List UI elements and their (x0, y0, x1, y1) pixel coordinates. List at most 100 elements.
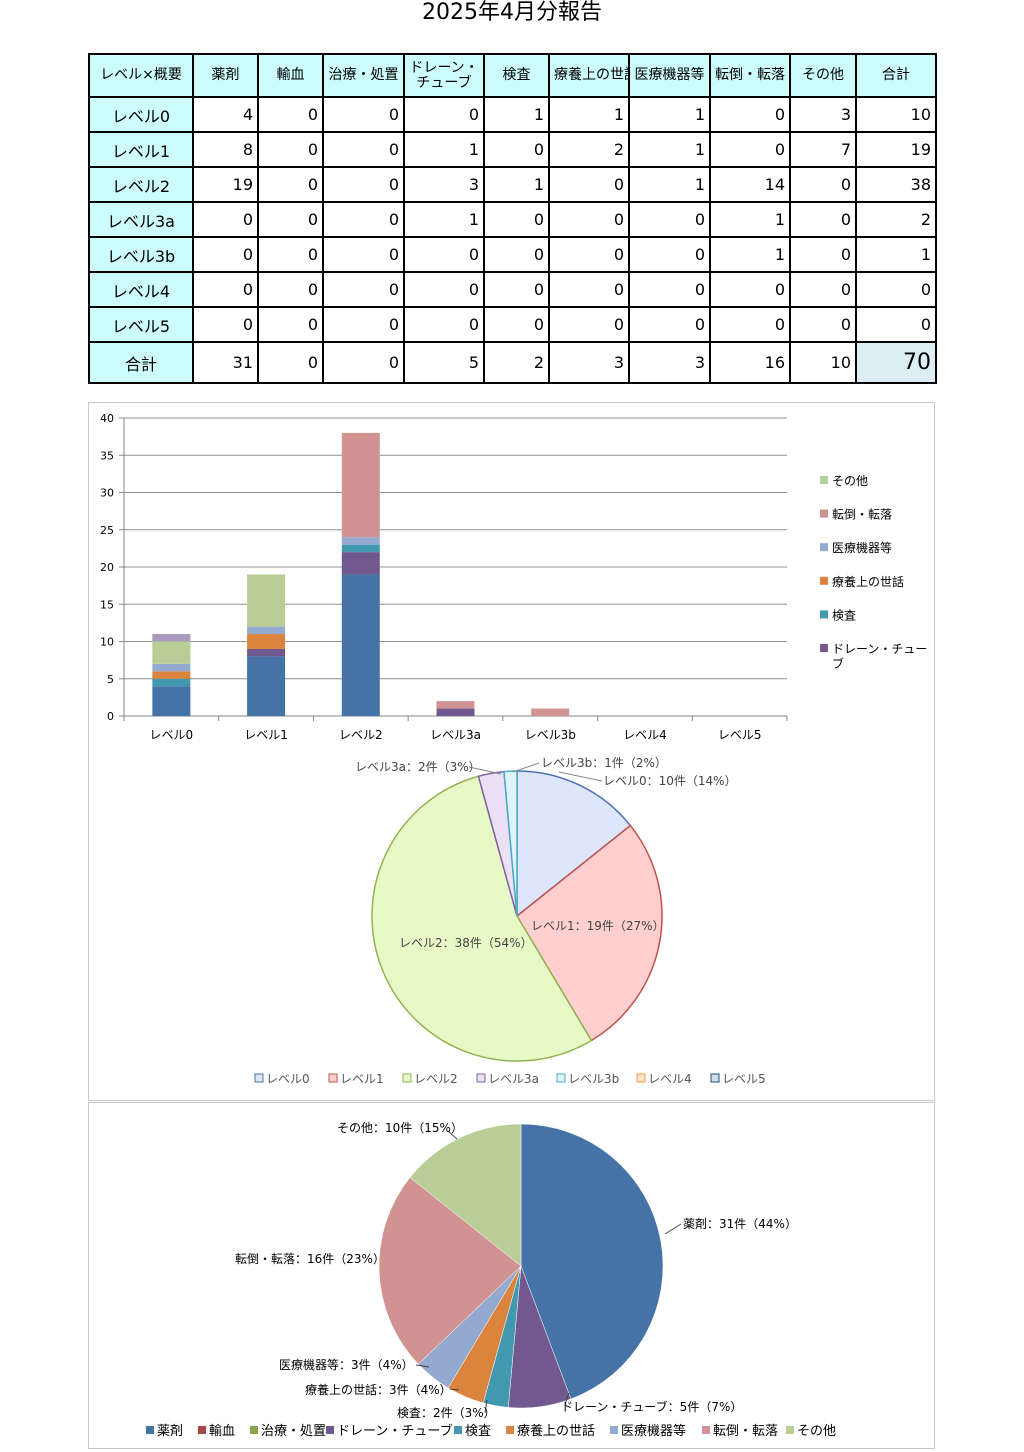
report-title: 2025年4月分報告 (422, 0, 602, 25)
table-cell: 19 (855, 131, 937, 168)
table-cell: 1 (855, 236, 937, 273)
table-cell: 0 (192, 236, 259, 273)
bar-segment (247, 574, 286, 627)
legend-label: 療養上の世話 (517, 1423, 595, 1439)
slice-label: レベル0：10件（14%） (603, 774, 737, 788)
legend-label: 検査 (465, 1424, 491, 1439)
table-cell: 14 (709, 166, 791, 203)
bar-segment (247, 634, 286, 649)
legend-label: その他 (832, 474, 868, 488)
table-row: レベル2 19 0 0 3 1 0 1 14 0 38 (88, 166, 937, 203)
table-cell: 0 (855, 271, 937, 308)
table-cell: 0 (628, 236, 711, 273)
legend-swatch (326, 1426, 334, 1434)
slice-label: レベル3b：1件（2%） (541, 756, 667, 770)
table-cell: 0 (628, 201, 711, 238)
y-tick-label: 15 (100, 598, 114, 611)
column-header: ドレーン・ チューブ (403, 53, 485, 98)
table-row: レベル0 4 0 0 0 1 1 1 0 3 10 (88, 96, 937, 133)
table-row: レベル4 0 0 0 0 0 0 0 0 0 0 (88, 271, 937, 308)
total-cell: 3 (628, 341, 711, 384)
level-pie-chart: レベル0：10件（14%） レベル1：19件（27%） レベル2：38件（54%） レ… (88, 750, 935, 1101)
legend-swatch (820, 543, 828, 552)
total-cell: 0 (322, 341, 405, 384)
table-cell: 1 (483, 96, 550, 133)
table-cell: 0 (628, 306, 711, 343)
table-cell: 0 (403, 306, 485, 343)
table-cell: 1 (548, 96, 630, 133)
legend-label: ドレーン・チューブ (832, 642, 927, 671)
legend-swatch (146, 1426, 154, 1434)
table-corner-header: レベル×概要 (88, 53, 194, 98)
legend-label: レベル5 (722, 1072, 766, 1086)
table-cell: 0 (322, 96, 405, 133)
legend-label: 療養上の世話 (832, 574, 904, 589)
table-cell: 0 (789, 306, 857, 343)
legend-swatch (710, 1073, 720, 1083)
legend-swatch (820, 644, 828, 652)
bar-segment (152, 671, 191, 679)
pie-slice (520, 1123, 664, 1400)
x-tick-label: レベル2 (339, 728, 383, 742)
row-label: レベル5 (88, 306, 194, 343)
y-tick-label: 20 (100, 561, 114, 574)
table-cell: 1 (628, 96, 711, 133)
legend-swatch (254, 1073, 264, 1083)
legend-swatch (610, 1426, 618, 1434)
table-row: レベル3b 0 0 0 0 0 0 0 1 0 1 (88, 236, 937, 273)
bar-segment (152, 678, 191, 687)
column-header: 輸血 (257, 53, 324, 98)
table-cell: 1 (403, 131, 485, 168)
table-cell: 0 (322, 306, 405, 343)
legend-swatch (328, 1073, 338, 1083)
y-tick-label: 35 (100, 449, 114, 462)
pie-slice (371, 775, 593, 1062)
legend-label: 治療・処置 (261, 1424, 326, 1439)
table-cell: 0 (789, 166, 857, 203)
leader-line (484, 1399, 488, 1414)
table-cell: 0 (257, 166, 324, 203)
legend-label: 医療機器等 (621, 1423, 686, 1439)
legend-label: ドレーン・チューブ (337, 1423, 453, 1439)
bar-segment (436, 708, 475, 716)
total-cell: 5 (403, 341, 485, 384)
legend-label: 医療機器等 (832, 540, 892, 555)
slice-label: 検査：2件（3%） (397, 1406, 496, 1420)
y-tick-label: 30 (100, 487, 114, 500)
x-tick-label: レベル5 (718, 728, 762, 742)
table-cell: 0 (192, 201, 259, 238)
grand-total-cell: 70 (855, 341, 937, 384)
table-cell: 0 (628, 271, 711, 308)
table-cell: 38 (855, 166, 937, 203)
row-label: レベル1 (88, 131, 194, 168)
table-cell: 1 (483, 166, 550, 203)
slice-label: ドレーン・チューブ：5件（7%） (561, 1399, 742, 1414)
level-pie-svg: レベル0：10件（14%） レベル1：19件（27%） レベル2：38件（54%） レ… (254, 756, 766, 1086)
column-header: 療養上の世話 (548, 53, 630, 98)
column-header: 医療機器等 (628, 53, 711, 98)
table-cell: 1 (709, 236, 791, 273)
row-label: レベル3a (88, 201, 194, 238)
leader-line (512, 762, 540, 773)
bar-segment (341, 432, 380, 538)
table-cell: 0 (483, 271, 550, 308)
legend-swatch (820, 576, 828, 585)
total-cell: 3 (548, 341, 630, 384)
leader-line (558, 771, 603, 782)
legend-swatch (250, 1426, 258, 1434)
table-cell: 0 (483, 306, 550, 343)
legend-swatch (820, 509, 828, 518)
legend-label: レベル3a (488, 1072, 539, 1086)
table-cell: 0 (257, 131, 324, 168)
table-cell: 2 (855, 201, 937, 238)
table-cell: 0 (257, 96, 324, 133)
bar-segment (152, 634, 191, 642)
table-cell: 0 (403, 271, 485, 308)
legend-swatch (636, 1073, 646, 1083)
legend-label: 輸血 (209, 1424, 235, 1439)
x-tick-label: レベル0 (150, 728, 194, 742)
bar-segment (247, 626, 286, 635)
slice-label: その他：10件（15%） (337, 1121, 463, 1135)
slice-label: レベル3a：2件（3%） (355, 760, 481, 774)
table-cell: 4 (192, 96, 259, 133)
